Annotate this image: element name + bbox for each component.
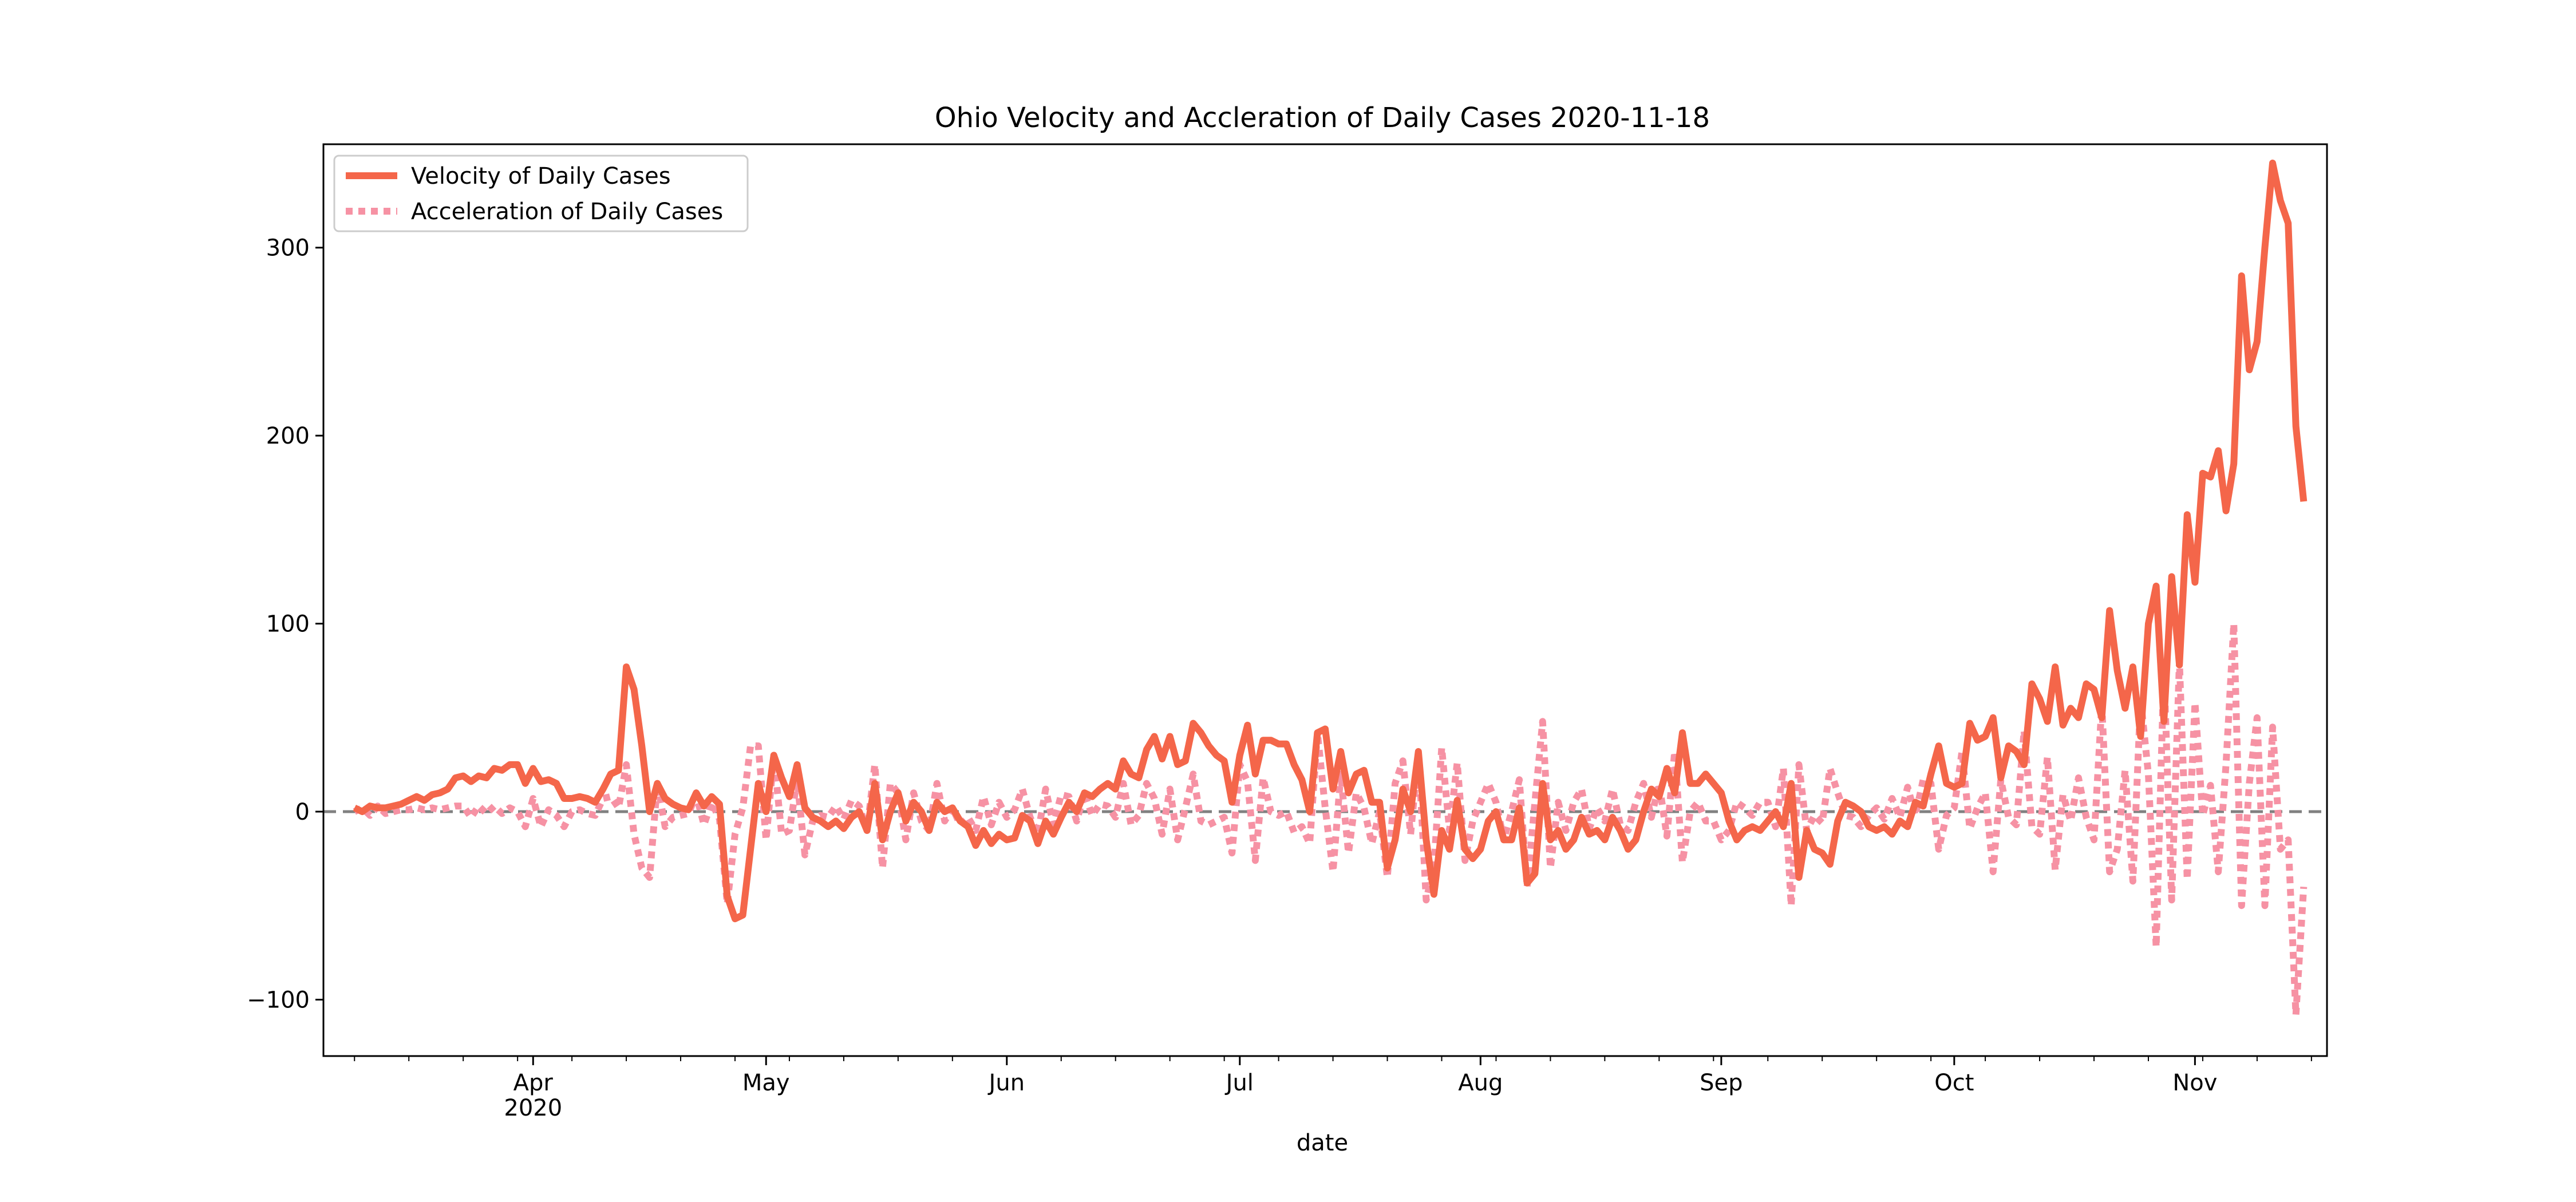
y-tick-label: 100 bbox=[266, 611, 310, 638]
y-tick-label: −100 bbox=[247, 987, 310, 1013]
x-tick-sublabel: 2020 bbox=[504, 1095, 562, 1121]
legend: Velocity of Daily Cases Acceleration of … bbox=[333, 155, 749, 232]
x-tick-label: Nov bbox=[2172, 1070, 2217, 1096]
x-tick-label: Sep bbox=[1700, 1070, 1743, 1096]
legend-label-velocity: Velocity of Daily Cases bbox=[411, 163, 671, 189]
axes-frame bbox=[322, 143, 2328, 1057]
y-tick-label: 0 bbox=[295, 799, 310, 825]
chart-title: Ohio Velocity and Accleration of Daily C… bbox=[935, 102, 1710, 134]
x-tick-label: Aug bbox=[1458, 1070, 1503, 1096]
legend-frame bbox=[333, 155, 749, 232]
x-axis-label: date bbox=[1297, 1130, 1348, 1156]
y-tick-label: 200 bbox=[266, 423, 310, 449]
series-line-velocity bbox=[353, 159, 2308, 923]
x-tick-label: Jul bbox=[1224, 1070, 1254, 1096]
y-tick-label: 300 bbox=[266, 235, 310, 262]
x-tick-label: May bbox=[742, 1070, 790, 1096]
x-tick-label: Jun bbox=[987, 1070, 1025, 1096]
series-line-acceleration bbox=[353, 620, 2308, 1018]
x-tick-label: Apr bbox=[513, 1070, 554, 1096]
x-tick-label: Oct bbox=[1934, 1070, 1974, 1096]
legend-label-acceleration: Acceleration of Daily Cases bbox=[411, 199, 723, 225]
